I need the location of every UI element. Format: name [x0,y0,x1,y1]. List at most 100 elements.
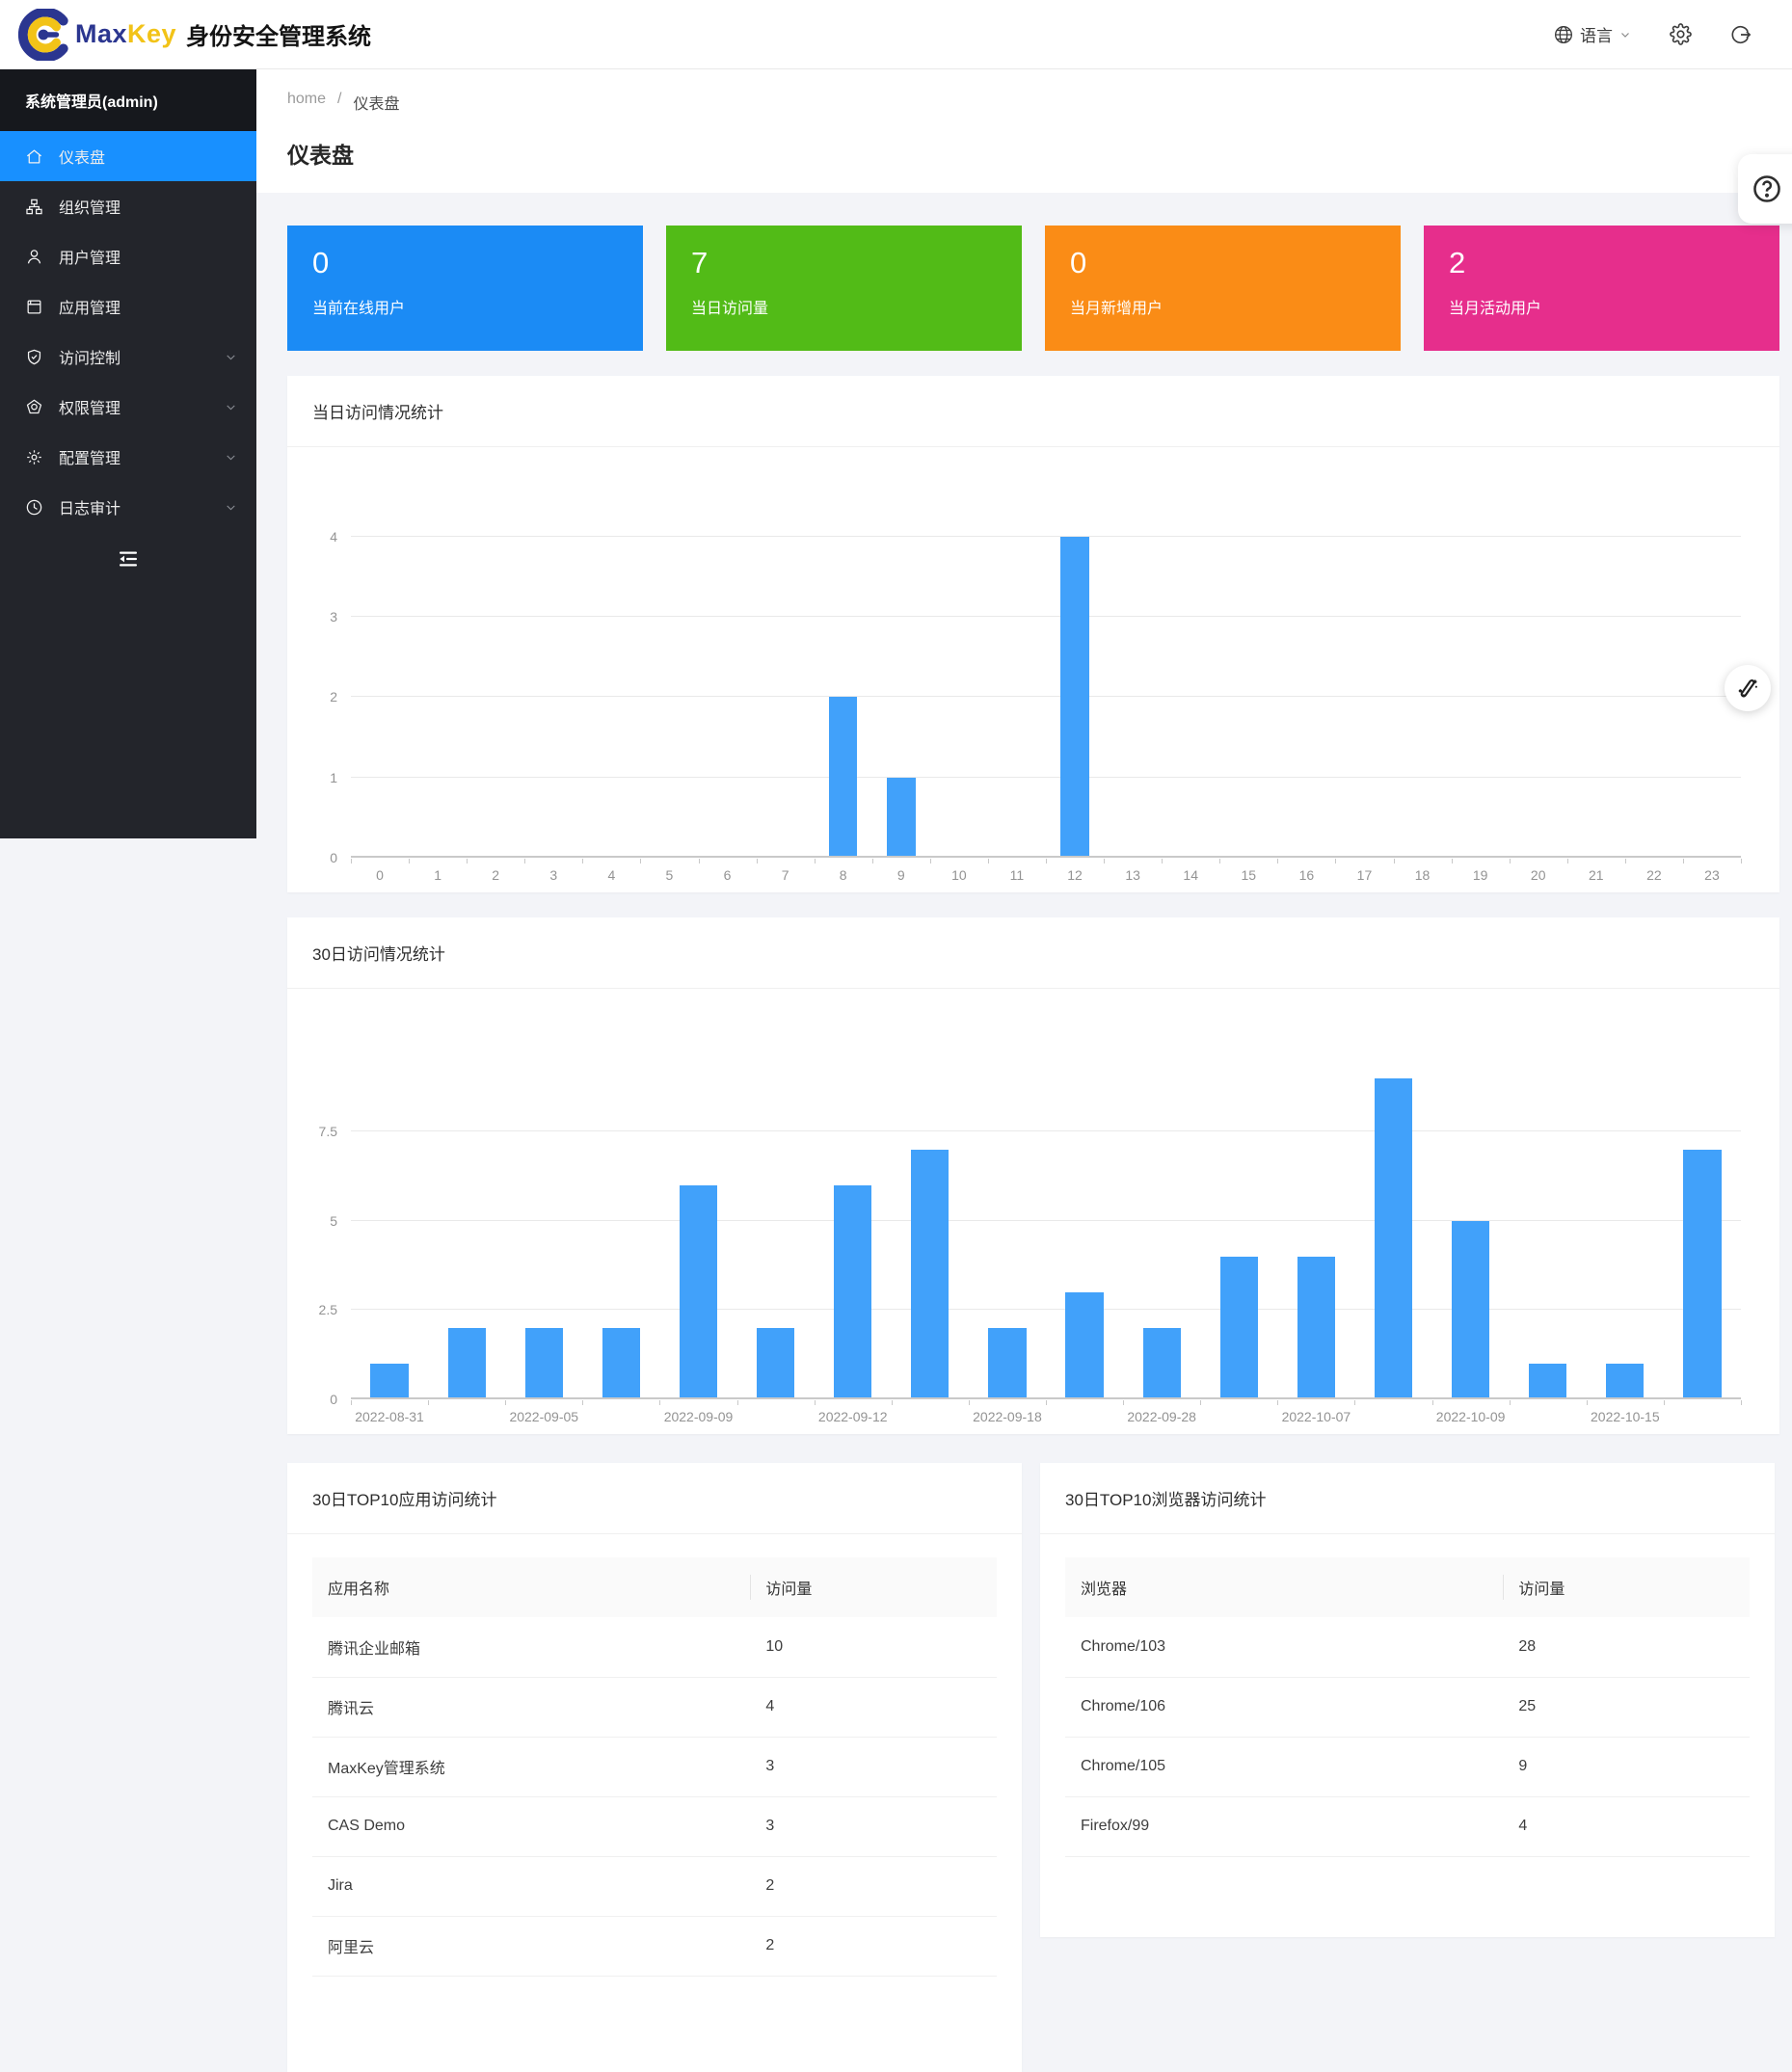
sidebar-item-label: 配置管理 [59,451,121,467]
stat-label: 当月新增用户 [1070,301,1163,318]
x-tick-mark [1219,859,1221,863]
menu-collapse-button[interactable] [0,536,256,582]
x-tick-mark [1335,859,1337,863]
sidebar-user: 系统管理员(admin) [0,69,256,131]
y-tick-label: 0 [330,1392,337,1407]
x-tick-label: 9 [896,867,905,883]
y-tick-label: 7.5 [318,1124,337,1140]
chevron-down-icon [225,401,237,413]
x-tick-mark [1682,859,1684,863]
language-selector[interactable]: 语言 [1554,22,1631,46]
sidebar-menu: 仪表盘组织管理 用户管理 应用管理访问控制权限管理配置管理日志审计 [0,131,256,532]
cell-count: 9 [1503,1737,1750,1797]
x-tick-mark [736,1400,738,1405]
bar-12 [1060,536,1089,858]
sidebar-item-6[interactable]: 权限管理 [0,382,256,432]
x-tick-mark [409,859,411,863]
stat-label: 当日访问量 [691,301,769,318]
x-tick-label: 6 [723,867,732,883]
sidebar-item-3[interactable]: 用户管理 [0,231,256,281]
sidebar-item-1[interactable]: 仪表盘 [0,131,256,181]
x-tick-mark [891,1400,893,1405]
logout-icon[interactable] [1730,24,1752,45]
cell-count: 4 [750,1677,997,1738]
x-tick-label: 7 [781,867,789,883]
menu-fold-icon [117,547,140,571]
table-row: 腾讯云 4 [312,1677,997,1738]
cell-name: 阿里云 [312,1916,751,1977]
y-tick-label: 2.5 [318,1302,337,1318]
x-tick-label: 2022-10-09 [1435,1409,1506,1424]
x-tick-mark [582,1400,584,1405]
x-tick-mark [698,859,700,863]
help-button[interactable] [1738,154,1792,224]
chart-title: 当日访问情况统计 [287,376,1779,447]
brand-max: Max [75,19,128,48]
magic-wand-icon [1738,679,1757,698]
sidebar-item-label: 仪表盘 [59,150,106,167]
x-axis-line [351,856,1741,858]
daily-visits-bar-chart: 0 1 2 3 4 0 1 2 3 4 5 6 7 8 9 10 11 12 13 14 15 16 17 18 19 20 21 2… [330,472,1742,883]
cell-name: Chrome/105 [1065,1737,1504,1797]
x-tick-mark [1277,1400,1279,1405]
gear-icon [25,447,44,466]
bar-2022-09-09 [679,1184,718,1399]
x-tick-mark [929,859,931,863]
chevron-down-icon [225,501,237,514]
stat-card-2: 7 当日访问量 [666,226,1022,351]
x-tick-label: 5 [665,867,674,883]
brand-key: Key [127,19,177,48]
sidebar-item-4[interactable]: 应用管理 [0,281,256,332]
globe-icon [1554,25,1573,44]
x-tick-mark [814,1400,816,1405]
daily-visits-chart-card: 当日访问情况统计 0 1 2 3 4 0 1 2 3 4 5 6 7 8 9 10 11 12 13 14 15 16 17… [287,376,1779,892]
breadcrumb-home[interactable]: home [287,91,327,107]
cell-name: 腾讯云 [312,1677,751,1738]
x-tick-mark [1162,859,1163,863]
sidebar-item-7[interactable]: 配置管理 [0,432,256,482]
table-row: Chrome/105 9 [1065,1737,1750,1797]
bar-8 [828,697,858,858]
x-tick-label: 2022-08-31 [355,1409,424,1424]
question-circle-icon [1753,175,1780,202]
bar- [1683,1149,1722,1399]
x-tick-label: 2022-09-12 [817,1409,888,1424]
x-tick-mark [814,859,816,863]
top-apps-table: 应用名称 访问量 腾讯企业邮箱 10 腾讯云 4 MaxKey管理系统 3 CAS Demo 3 J… [312,1557,997,1977]
sidebar-item-2[interactable]: 组织管理 [0,181,256,231]
chevron-down-icon [225,351,237,363]
theme-wand-button[interactable] [1725,665,1771,711]
sidebar-item-label: 访问控制 [59,351,121,367]
stat-value: 7 [691,246,709,279]
x-tick-mark [1431,1400,1433,1405]
bar-2022-10-07 [1297,1256,1335,1399]
bar- [756,1327,795,1399]
table-header-row: 浏览器 访问量 [1065,1557,1750,1617]
x-tick-label: 22 [1646,867,1662,883]
sidebar-item-5[interactable]: 访问控制 [0,332,256,382]
stat-value: 0 [312,246,330,279]
x-tick-label: 19 [1472,867,1488,883]
home-icon [25,146,44,166]
x-tick-mark [968,1400,970,1405]
stat-card-1: 0 当前在线用户 [287,226,643,351]
x-tick-mark [428,1400,430,1405]
bar-2022-09-05 [524,1327,563,1399]
chevron-down-icon [1619,29,1631,40]
bar- [1065,1291,1104,1399]
cell-count: 3 [750,1796,997,1857]
cell-count: 25 [1503,1677,1750,1738]
table-title: 30日TOP10浏览器访问统计 [1040,1463,1775,1534]
x-tick-mark [1566,859,1568,863]
sidebar-item-8[interactable]: 日志审计 [0,482,256,532]
bar-2022-08-31 [370,1363,409,1399]
x-tick-mark [1624,859,1626,863]
x-tick-label: 2022-10-15 [1591,1409,1660,1424]
brand: MaxKey 身份安全管理系统 [0,8,371,61]
table-header-row: 应用名称 访问量 [312,1557,997,1617]
settings-gear-icon[interactable] [1670,23,1692,45]
x-tick-label: 13 [1125,867,1140,883]
x-tick-label: 15 [1241,867,1257,883]
stat-card-row: 0 当前在线用户 7 当日访问量 0 当月新增用户 2 当月活动用户 [287,226,1779,351]
bar-2022-09-18 [988,1327,1027,1399]
